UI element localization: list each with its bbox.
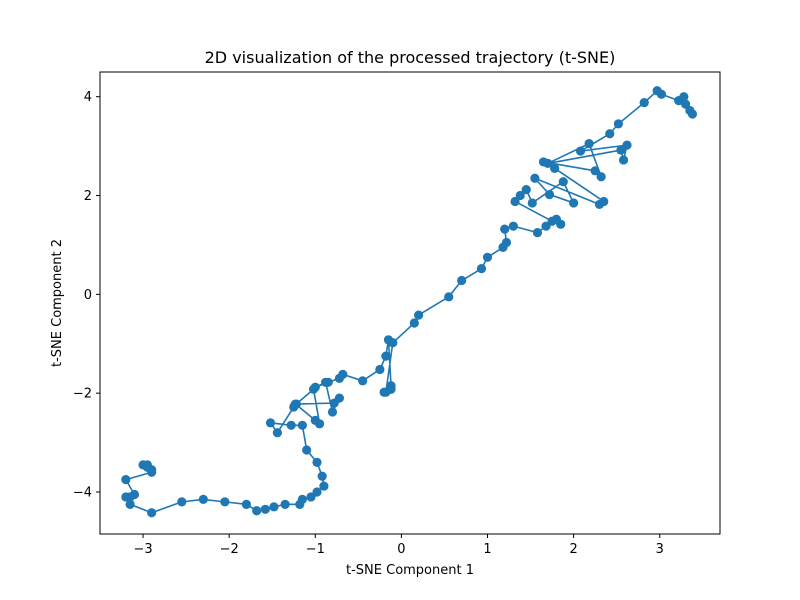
trajectory-point — [272, 428, 282, 438]
series-layer — [121, 86, 698, 518]
trajectory-point — [302, 445, 312, 455]
trajectory-point — [314, 419, 325, 429]
trajectory-point — [556, 219, 566, 229]
trajectory-point — [596, 172, 606, 182]
trajectory-point — [147, 508, 157, 518]
trajectory-point — [147, 467, 157, 477]
trajectory-point — [177, 497, 187, 507]
trajectory-point — [381, 351, 391, 361]
trajectory-point — [501, 237, 512, 248]
x-tick-label: −1 — [306, 542, 325, 557]
trajectory-point — [544, 189, 555, 200]
trajectory-line — [125, 89, 694, 514]
trajectory-point — [198, 494, 208, 505]
trajectory-point — [613, 119, 623, 129]
chart-title: 2D visualization of the processed trajec… — [205, 48, 616, 67]
trajectory-point — [515, 190, 525, 201]
trajectory-point — [358, 376, 368, 386]
trajectory-point — [521, 185, 531, 195]
plot-area — [99, 71, 721, 535]
trajectory-point — [558, 177, 568, 187]
trajectory-point — [547, 216, 557, 226]
trajectory-point — [312, 487, 322, 497]
trajectory-point — [334, 393, 344, 403]
trajectory-point — [687, 109, 698, 119]
trajectory-point — [599, 196, 609, 207]
trajectory-point — [375, 364, 385, 375]
y-axis: −4 −2 0 2 4 — [73, 90, 100, 501]
trajectory-point — [338, 369, 348, 379]
y-tick-label: 4 — [84, 90, 92, 105]
trajectory-point — [656, 89, 667, 99]
trajectory-point — [679, 92, 689, 102]
x-tick-label: 1 — [483, 542, 491, 557]
trajectory-point — [550, 163, 560, 173]
x-tick-label: −2 — [220, 542, 239, 557]
trajectory-point — [312, 457, 322, 467]
trajectory-point — [543, 158, 553, 169]
trajectory-point — [327, 407, 338, 417]
trajectory-point — [269, 502, 279, 512]
trajectory-point — [381, 387, 391, 397]
trajectory-point — [220, 497, 230, 507]
trajectory-point — [409, 318, 419, 328]
trajectory-point — [457, 275, 467, 286]
trajectory-point — [319, 481, 329, 491]
trajectory-point — [569, 198, 579, 208]
trajectory-point — [500, 224, 510, 234]
trajectory-point — [317, 471, 327, 481]
x-tick-label: 2 — [569, 542, 577, 557]
trajectory-point — [291, 399, 301, 409]
trajectory-point — [622, 140, 632, 150]
x-tick-label: 0 — [397, 542, 405, 557]
x-axis: −3 −2 −1 0 1 2 3 — [133, 534, 664, 557]
x-axis-label: t-SNE Component 1 — [346, 563, 474, 578]
axes-frame — [99, 71, 721, 535]
x-tick-label: −3 — [133, 542, 152, 557]
trajectory-point — [414, 310, 424, 320]
trajectory-point — [444, 292, 454, 302]
x-tick-label: 3 — [656, 542, 664, 557]
trajectory-point — [508, 221, 518, 231]
trajectory-point — [260, 504, 270, 514]
trajectory-point — [297, 420, 307, 430]
trajectory-point — [618, 155, 629, 165]
trajectory-point — [639, 98, 649, 108]
trajectory-point — [297, 494, 307, 505]
trajectory-point — [241, 499, 251, 509]
y-tick-label: −2 — [73, 387, 92, 402]
trajectory-point — [323, 377, 333, 387]
y-tick-label: 0 — [84, 288, 92, 303]
trajectory-point — [510, 196, 520, 207]
trajectory-point — [532, 227, 543, 238]
trajectory-point — [121, 492, 131, 502]
trajectory-point — [265, 418, 276, 428]
trajectory-point — [286, 420, 296, 430]
y-tick-label: 2 — [84, 189, 92, 204]
trajectory-point — [530, 173, 540, 183]
trajectory-point — [476, 264, 487, 274]
trajectory-point — [310, 382, 320, 392]
trajectory-point — [252, 506, 262, 516]
trajectory-point — [575, 146, 586, 156]
trajectory-point — [388, 338, 398, 348]
trajectory-point — [605, 129, 615, 139]
trajectory-point — [482, 252, 493, 262]
y-tick-label: −4 — [73, 486, 92, 501]
trajectory-point — [527, 198, 537, 208]
trajectory-point — [584, 139, 594, 149]
trajectory-point — [280, 499, 290, 509]
trajectory-point — [125, 499, 135, 509]
y-axis-label: t-SNE Component 2 — [50, 239, 65, 367]
trajectory-point — [590, 166, 600, 176]
trajectory-point — [121, 475, 131, 485]
